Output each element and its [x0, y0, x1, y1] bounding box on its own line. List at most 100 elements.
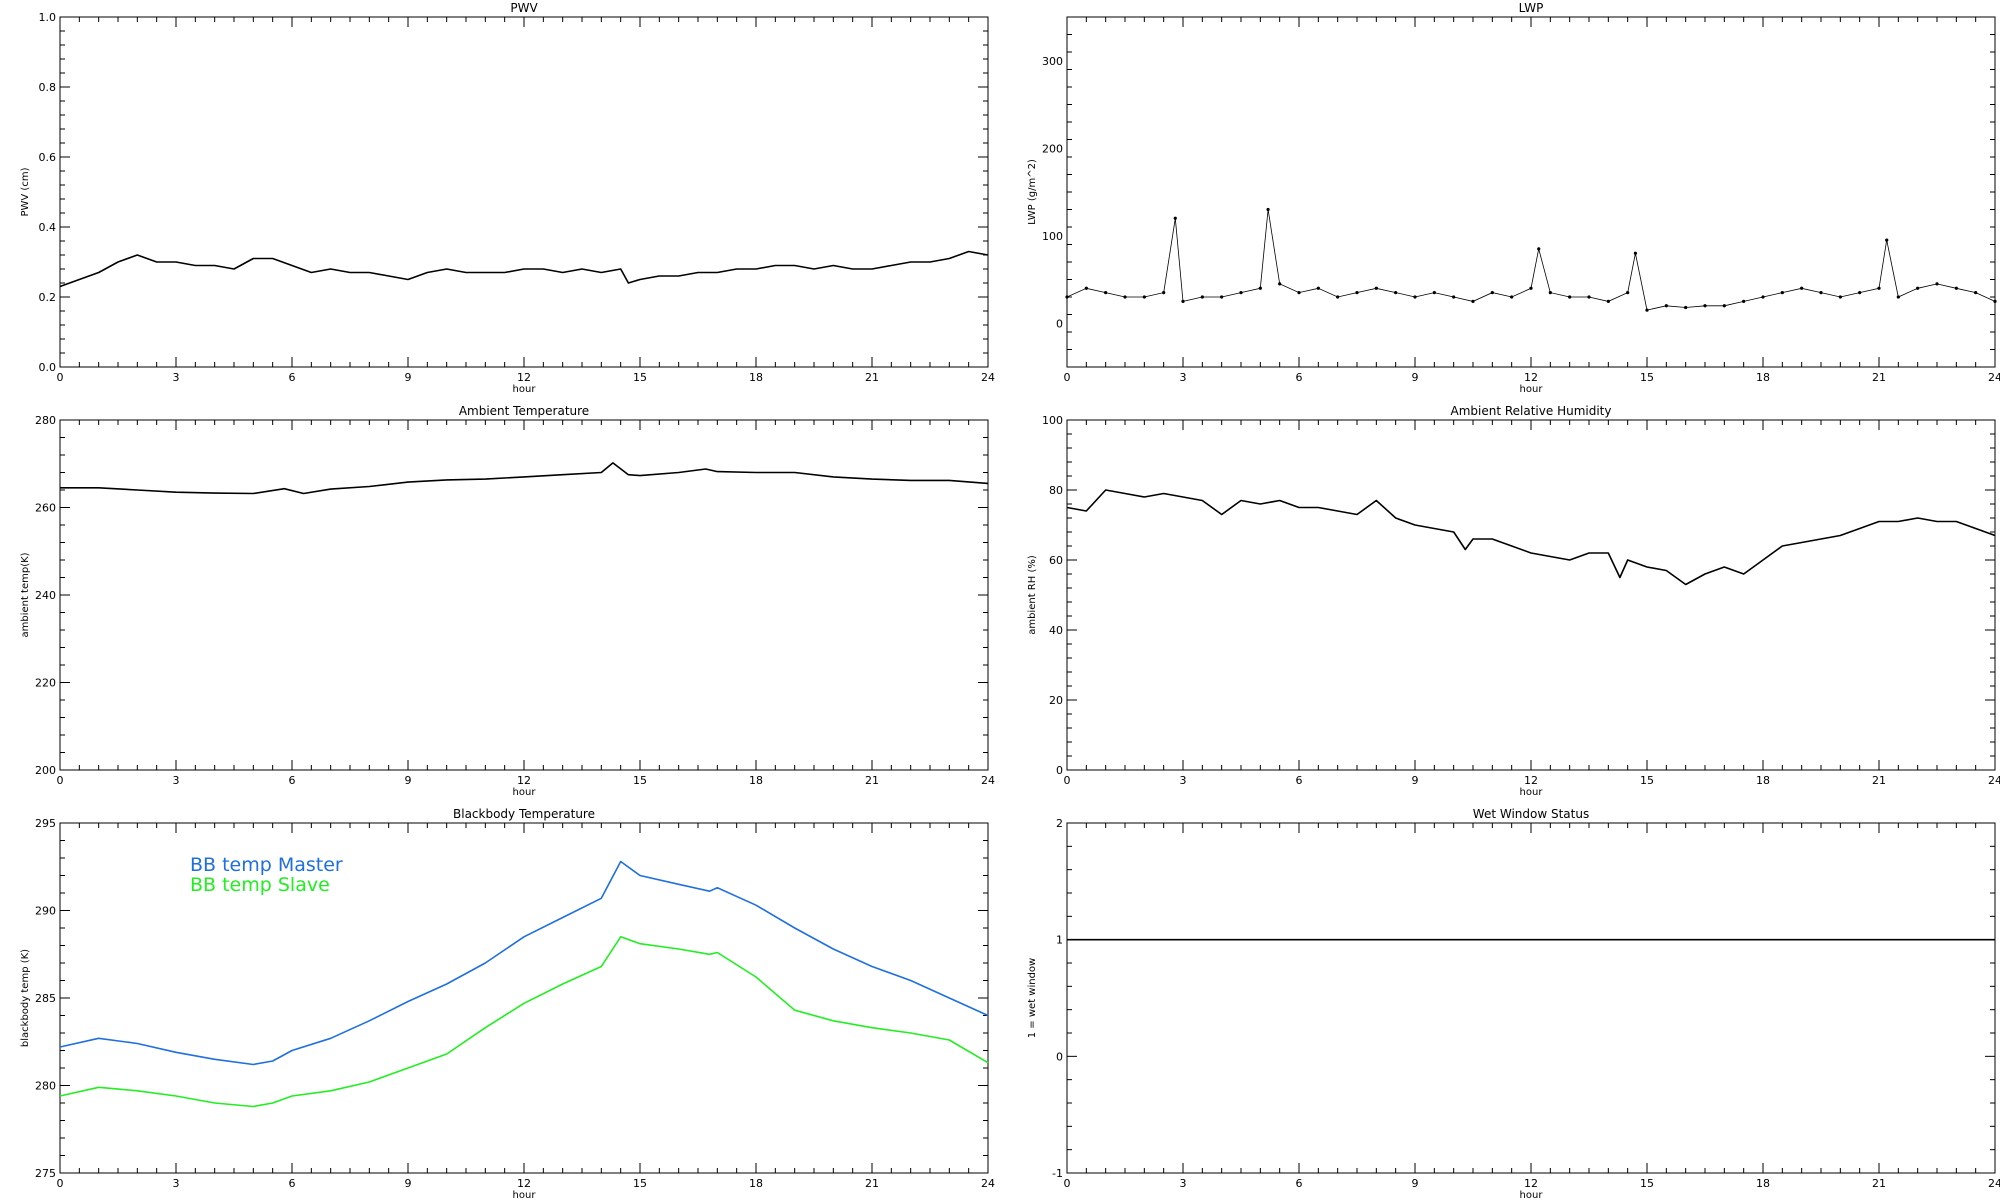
ambient-rh-x-axis-label: hour: [1520, 787, 1544, 798]
blackbody-temp-x-axis-label: hour: [513, 1190, 537, 1200]
pwv-y-tick-label: 1.0: [39, 11, 57, 24]
blackbody-temp-series-line-1: [59, 935, 989, 1108]
ambient-rh-series-line: [1066, 489, 1996, 586]
pwv-x-tick-label: 21: [865, 371, 879, 384]
ambient-rh-y-tick-label: 100: [1042, 414, 1063, 427]
wet-window-x-tick-label: 24: [1988, 1177, 2000, 1190]
wet-window-x-axis-label: hour: [1520, 1190, 1544, 1200]
wet-window-y-tick-label: 0: [1056, 1050, 1063, 1063]
pwv-y-tick-label: 0.6: [39, 151, 57, 164]
ambient-temp-x-tick-label: 21: [865, 774, 879, 787]
ambient-temp-y-tick-label: 240: [35, 589, 56, 602]
ambient-temp-plot-frame: [59, 419, 989, 771]
pwv-y-tick-label: 0.0: [39, 361, 57, 374]
ambient-rh-x-tick-label: 12: [1524, 774, 1538, 787]
lwp-x-tick-label: 6: [1296, 371, 1303, 384]
ambient-rh-title: Ambient Relative Humidity: [1451, 404, 1612, 418]
blackbody-temp-x-tick-label: 0: [57, 1177, 64, 1190]
ambient-rh-x-tick-label: 24: [1988, 774, 2000, 787]
wet-window-y-tick-label: -1: [1052, 1167, 1063, 1180]
ambient-humidity-panel: Ambient Relative Humidity 0 3 6 9 12 15 18 21 24 h…: [1027, 404, 2000, 798]
blackbody-temp-x-tick-label: 3: [173, 1177, 180, 1190]
lwp-y-tick-label: 100: [1042, 230, 1063, 243]
lwp-x-tick-label: 18: [1756, 371, 1770, 384]
pwv-x-axis-label: hour: [513, 384, 537, 395]
pwv-y-axis-label: PWV (cm): [20, 167, 31, 216]
lwp-y-tick-label: 0: [1056, 317, 1063, 330]
lwp-x-tick-label: 12: [1524, 371, 1538, 384]
pwv-y-tick-label: 0.2: [39, 291, 57, 304]
blackbody-temp-title: Blackbody Temperature: [453, 807, 595, 821]
blackbody-temp-x-tick-label: 15: [633, 1177, 647, 1190]
ambient-rh-x-tick-label: 0: [1064, 774, 1071, 787]
ambient-rh-x-tick-label: 9: [1412, 774, 1419, 787]
pwv-x-tick-label: 9: [405, 371, 412, 384]
lwp-x-tick-label: 0: [1064, 371, 1071, 384]
lwp-x-tick-label: 21: [1872, 371, 1886, 384]
pwv-x-tick-label: 0: [57, 371, 64, 384]
blackbody-temperature-panel: Blackbody Temperature 0 3 6 9 12 15 18 21 24 hour 2…: [20, 807, 995, 1200]
pwv-y-tick-label: 0.8: [39, 81, 57, 94]
pwv-x-tick-label: 12: [517, 371, 531, 384]
wet-window-plot-frame: [1066, 822, 1996, 1174]
ambient-temp-x-tick-label: 9: [405, 774, 412, 787]
pwv-x-tick-label: 3: [173, 371, 180, 384]
ambient-rh-x-tick-label: 15: [1640, 774, 1654, 787]
blackbody-temp-y-tick-label: 290: [35, 905, 56, 918]
ambient-temp-x-axis-label: hour: [513, 787, 537, 798]
wet-window-y-tick-label: 1: [1056, 934, 1063, 947]
wet-window-title: Wet Window Status: [1473, 807, 1589, 821]
blackbody-temp-legend-entry: BB temp Master: [190, 854, 343, 876]
wet-window-y-tick-label: 2: [1056, 817, 1063, 830]
lwp-plot-frame: [1066, 16, 1996, 368]
ambient-rh-y-tick-label: 20: [1049, 694, 1063, 707]
lwp-x-tick-label: 15: [1640, 371, 1654, 384]
ambient-temp-x-tick-label: 6: [289, 774, 296, 787]
wet-window-x-tick-label: 12: [1524, 1177, 1538, 1190]
ambient-temp-x-tick-label: 18: [749, 774, 763, 787]
ambient-temp-x-tick-label: 12: [517, 774, 531, 787]
ambient-temperature-panel: Ambient Temperature 0 3 6 9 12 15 18 21 24 hour 200…: [20, 404, 995, 798]
ambient-temp-title: Ambient Temperature: [459, 404, 589, 418]
ambient-temp-y-tick-label: 280: [35, 414, 56, 427]
pwv-x-tick-label: 18: [749, 371, 763, 384]
wet-window-y-axis-label: 1 = wet window: [1027, 958, 1038, 1038]
blackbody-temp-x-tick-label: 6: [289, 1177, 296, 1190]
ambient-temp-y-tick-label: 220: [35, 677, 56, 690]
blackbody-temp-y-tick-label: 295: [35, 817, 56, 830]
lwp-y-tick-label: 300: [1042, 55, 1063, 68]
pwv-plot-frame: [59, 16, 989, 368]
blackbody-temp-x-tick-label: 21: [865, 1177, 879, 1190]
pwv-series-line: [59, 250, 989, 288]
wet-window-x-tick-label: 0: [1064, 1177, 1071, 1190]
lwp-series-trace: [1066, 209, 1996, 311]
blackbody-temp-x-tick-label: 18: [749, 1177, 763, 1190]
lwp-x-tick-label: 24: [1988, 371, 2000, 384]
ambient-temp-y-tick-label: 260: [35, 502, 56, 515]
wet-window-x-tick-label: 6: [1296, 1177, 1303, 1190]
pwv-x-tick-label: 24: [981, 371, 995, 384]
lwp-panel: LWP 0 3 6 9 12 15 18 21 24 hour 0 100 200 300 LWP (g/m^…: [1027, 1, 2000, 395]
ambient-temp-x-tick-label: 0: [57, 774, 64, 787]
ambient-rh-x-tick-label: 6: [1296, 774, 1303, 787]
wet-window-x-tick-label: 3: [1180, 1177, 1187, 1190]
pwv-x-tick-label: 15: [633, 371, 647, 384]
blackbody-temp-y-tick-label: 275: [35, 1167, 56, 1180]
pwv-panel: PWV 0 3 6 9 12 15 18 21 24 hour 0.0 0.2 0.4 0.6 0.8 1.0 P…: [20, 1, 995, 395]
lwp-x-axis-label: hour: [1520, 384, 1544, 395]
lwp-y-tick-label: 200: [1042, 142, 1063, 155]
ambient-rh-y-tick-label: 60: [1049, 554, 1063, 567]
ambient-temp-x-tick-label: 15: [633, 774, 647, 787]
lwp-x-tick-label: 9: [1412, 371, 1419, 384]
blackbody-temp-legend-entry: BB temp Slave: [190, 874, 330, 896]
blackbody-temp-x-tick-label: 9: [405, 1177, 412, 1190]
ambient-temp-series-line: [60, 462, 989, 495]
ambient-rh-x-tick-label: 18: [1756, 774, 1770, 787]
lwp-x-tick-label: 3: [1180, 371, 1187, 384]
blackbody-temp-series-line-0: [59, 860, 989, 1066]
pwv-x-tick-label: 6: [289, 371, 296, 384]
wet-window-x-tick-label: 9: [1412, 1177, 1419, 1190]
blackbody-temp-x-tick-label: 12: [517, 1177, 531, 1190]
